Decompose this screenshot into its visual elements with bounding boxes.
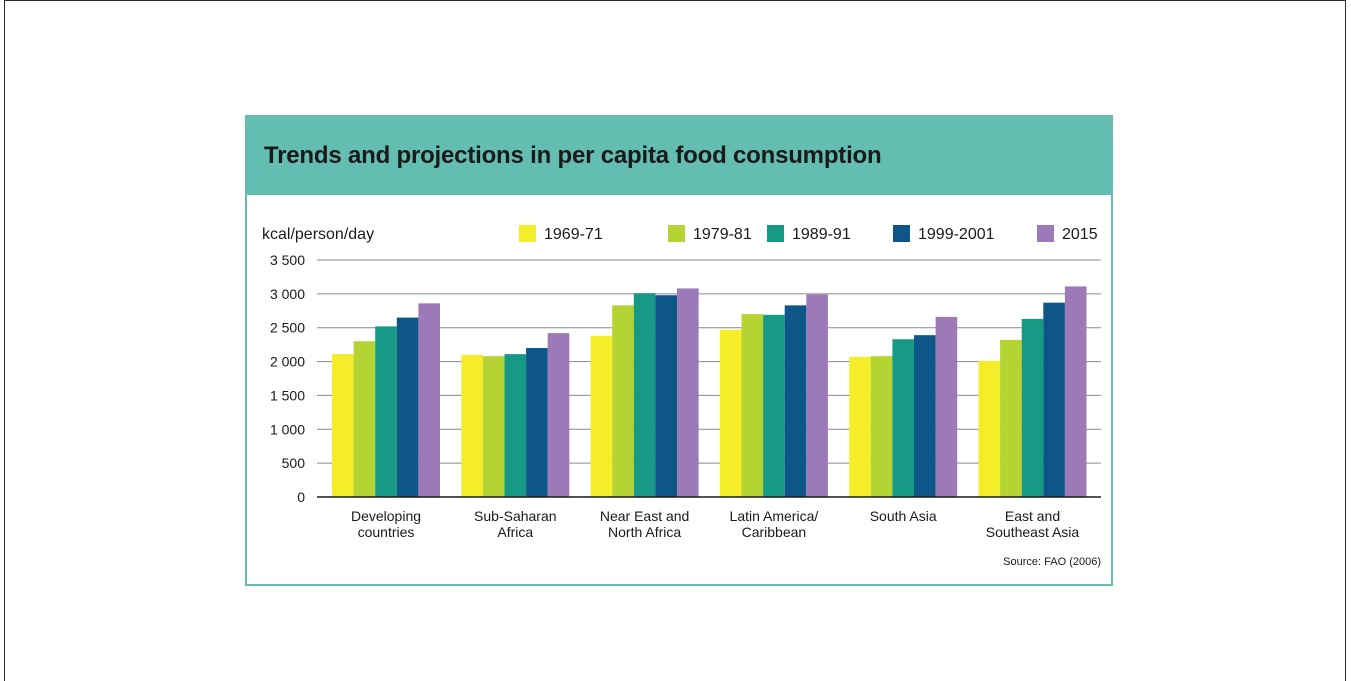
chart-header: Trends and projections in per capita foo… xyxy=(247,117,1111,195)
x-tick-label: East and Southeast Asia xyxy=(986,508,1080,540)
x-tick-label: Latin America/Caribbean xyxy=(730,508,819,540)
legend-label: 1989-91 xyxy=(792,226,851,243)
bar xyxy=(849,356,871,497)
legend-label: 1979-81 xyxy=(693,226,752,243)
bar xyxy=(633,293,656,497)
legend-swatch xyxy=(767,225,784,242)
y-tick-label: 2 500 xyxy=(270,320,305,336)
bar xyxy=(655,295,677,497)
bar xyxy=(482,356,505,497)
bar xyxy=(547,333,570,497)
x-tick-label: Developing countries xyxy=(351,508,421,540)
legend-label: 1969-71 xyxy=(544,226,603,243)
y-tick-label: 1 500 xyxy=(270,387,305,403)
y-tick-label: 500 xyxy=(282,455,306,471)
x-tick-label: Near East and North Africa xyxy=(600,508,690,540)
y-tick-label: 1 000 xyxy=(270,421,305,437)
bar xyxy=(1064,286,1087,497)
bar xyxy=(375,326,397,497)
bar xyxy=(914,335,936,497)
bar xyxy=(353,341,376,497)
chart-card: Trends and projections in per capita foo… xyxy=(245,115,1113,586)
y-tick-label: 3 500 xyxy=(270,252,305,268)
bar xyxy=(461,354,483,497)
bar xyxy=(784,305,807,497)
bar xyxy=(1021,318,1044,497)
bar xyxy=(526,348,548,497)
bar xyxy=(978,360,1001,497)
x-tick-label: South Asia xyxy=(870,508,937,524)
bar xyxy=(806,294,828,497)
bar xyxy=(332,354,354,497)
legend-swatch xyxy=(1037,225,1054,242)
legend-swatch xyxy=(519,225,536,242)
y-tick-label: 0 xyxy=(297,489,305,505)
bar xyxy=(892,339,914,497)
bar xyxy=(741,314,764,497)
bar xyxy=(504,354,527,497)
chart-title: Trends and projections in per capita foo… xyxy=(264,142,882,169)
y-tick-label: 2 000 xyxy=(270,354,305,370)
y-axis-label: kcal/person/day xyxy=(262,226,374,243)
legend-label: 2015 xyxy=(1062,226,1098,243)
bar xyxy=(590,335,613,497)
bar xyxy=(396,317,419,497)
bar xyxy=(612,305,634,497)
legend-swatch xyxy=(668,225,685,242)
bar xyxy=(677,288,699,497)
bar xyxy=(418,303,440,497)
bar xyxy=(1000,339,1022,497)
bar-chart: 0 500 1 000 1 500 2 000 2 500 3 000 3 500 kcal/p… xyxy=(262,225,1101,540)
source-note: Source: FAO (2006) xyxy=(1003,556,1101,568)
y-tick-label: 3 000 xyxy=(270,286,305,302)
page-frame xyxy=(4,0,1346,681)
legend-label: 1999-2001 xyxy=(918,226,995,243)
bar xyxy=(935,316,958,497)
x-tick-label: Sub-Saharan Africa xyxy=(474,508,557,540)
bar xyxy=(719,329,742,497)
bar xyxy=(870,356,893,497)
legend-swatch xyxy=(893,225,910,242)
bar xyxy=(763,314,785,497)
bar xyxy=(1043,302,1065,497)
